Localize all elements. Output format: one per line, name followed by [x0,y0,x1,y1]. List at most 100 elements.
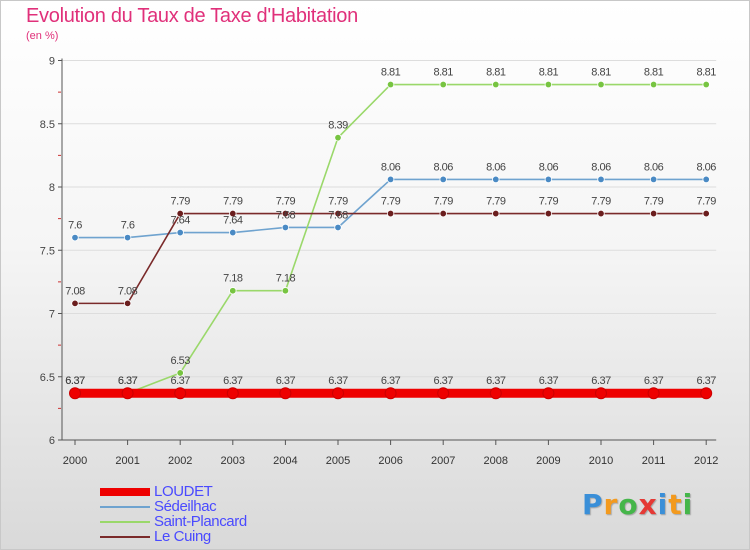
data-label: 7.6 [121,220,135,232]
x-tick-label: 2002 [168,455,192,467]
data-point [176,209,184,218]
data-label: 6.37 [539,375,559,387]
data-point [700,387,713,400]
data-label: 7.64 [170,215,190,227]
data-point [281,209,290,218]
data-label: 8.81 [696,67,716,79]
chart-title: Evolution du Taux de Taxe d'Habitation [26,5,358,27]
x-tick-label: 2010 [589,455,613,467]
series-line-sédeilhac [74,178,708,239]
data-label: 8.81 [644,67,664,79]
data-point [595,387,607,400]
chart-subtitle: (en %) [26,30,59,42]
data-point [386,209,395,218]
proxiti-logo: Proxiti [582,488,694,521]
data-label: 6.37 [276,375,296,387]
data-point [597,175,605,184]
data-point [542,387,555,400]
legend-item: LOUDET [100,483,247,500]
legend-item: Le Cuing [100,528,247,545]
data-point [649,209,658,218]
legend-item: Saint-Plancard [100,513,247,530]
data-label: 8.06 [591,161,611,173]
data-label: 8.81 [486,67,506,79]
data-label: 7.79 [539,196,559,208]
data-point [229,287,237,295]
data-label: 8.81 [381,67,401,79]
data-label: 7.79 [486,196,506,208]
data-label: 7.79 [381,196,401,208]
legend-swatch [100,520,150,523]
data-point [174,387,187,400]
data-label: 7.79 [328,196,348,208]
data-label: 8.06 [433,161,453,173]
data-label: 7.79 [170,196,190,208]
series-line-saint-plancard [74,83,708,394]
data-label: 7.6 [68,220,82,232]
x-tick-label: 2006 [378,455,402,467]
x-tick-label: 2003 [221,455,245,467]
legend-label: LOUDET [154,483,213,500]
data-label: 6.37 [696,375,716,387]
data-label: 6.37 [328,375,348,387]
data-point [71,299,79,308]
data-point [226,387,239,400]
legend-swatch [100,535,150,538]
data-label: 6.37 [118,375,138,387]
data-point [544,209,553,218]
data-point [489,387,502,400]
y-tick-label: 8.5 [40,119,55,131]
data-point [176,228,184,237]
legend-label: Le Cuing [154,528,211,545]
data-label: 8.06 [381,161,401,173]
data-label: 7.68 [276,209,296,221]
data-label: 7.79 [276,196,296,208]
data-point [702,209,710,218]
data-point [492,80,500,89]
legend-swatch [100,487,150,496]
data-point [121,387,134,400]
data-point [439,209,447,218]
data-point [279,387,292,400]
y-tick-label: 9 [49,56,55,68]
data-point [439,80,447,89]
data-label: 7.79 [591,196,611,208]
data-label: 6.37 [591,375,611,387]
data-point [702,80,710,89]
data-point [332,387,344,400]
data-point [647,387,660,400]
y-tick-label: 8 [49,182,55,194]
data-point [492,175,500,184]
data-label: 8.06 [644,161,664,173]
x-tick-label: 2011 [642,455,666,467]
data-label: 7.79 [696,196,716,208]
legend-swatch [100,505,150,508]
data-point [176,369,184,377]
data-point [281,287,290,295]
data-point [702,175,710,184]
data-point [597,80,605,89]
x-tick-label: 2000 [63,455,87,467]
data-point [437,387,450,400]
data-label: 7.08 [118,285,138,297]
data-label: 7.08 [65,285,85,297]
series-line-le-cuing [74,212,708,305]
data-point [544,80,553,89]
data-point [597,209,605,218]
data-label: 8.81 [433,67,453,79]
data-label: 7.68 [328,209,348,221]
data-point [281,223,290,232]
data-point [384,387,397,400]
data-label: 6.37 [433,375,453,387]
data-label: 6.53 [170,355,190,367]
data-label: 6.37 [65,375,85,387]
legend-label: Saint-Plancard [154,513,247,530]
x-tick-label: 2005 [326,455,350,467]
data-point [649,175,658,184]
x-tick-label: 2004 [273,455,297,467]
data-label: 6.37 [644,375,664,387]
data-label: 6.37 [118,375,138,387]
data-point [69,387,81,400]
y-tick-label: 6 [49,435,55,447]
y-tick-label: 7.5 [40,245,55,257]
